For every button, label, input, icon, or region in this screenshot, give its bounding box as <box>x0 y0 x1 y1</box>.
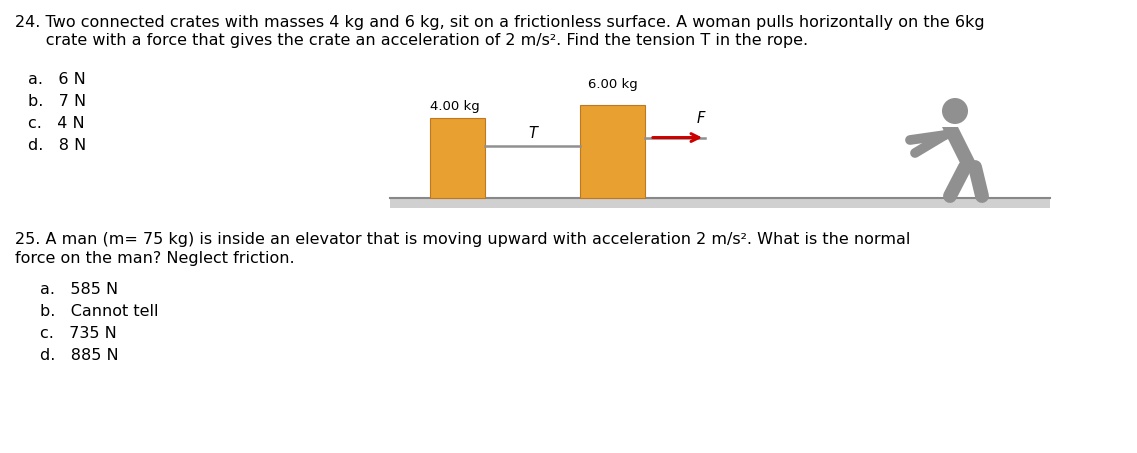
Text: a.   585 N: a. 585 N <box>40 282 118 297</box>
Text: 25. A man (m= 75 kg) is inside an elevator that is moving upward with accelerati: 25. A man (m= 75 kg) is inside an elevat… <box>15 232 911 247</box>
Bar <box>430 118 485 198</box>
Text: T: T <box>528 126 537 141</box>
Text: d.   885 N: d. 885 N <box>40 348 118 363</box>
Text: a.   6 N: a. 6 N <box>28 72 85 87</box>
Text: force on the man? Neglect friction.: force on the man? Neglect friction. <box>15 251 294 266</box>
Bar <box>580 105 645 198</box>
Text: c.   4 N: c. 4 N <box>28 116 84 131</box>
Text: 24. Two connected crates with masses 4 kg and 6 kg, sit on a frictionless surfac: 24. Two connected crates with masses 4 k… <box>15 15 985 30</box>
Bar <box>390 198 1049 208</box>
Text: b.   7 N: b. 7 N <box>28 94 86 109</box>
Text: c.   735 N: c. 735 N <box>40 326 117 341</box>
Text: F: F <box>697 111 705 125</box>
Text: 4.00 kg: 4.00 kg <box>430 100 480 113</box>
Circle shape <box>941 98 968 124</box>
Polygon shape <box>941 127 978 167</box>
Text: b.   Cannot tell: b. Cannot tell <box>40 304 158 319</box>
Text: d.   8 N: d. 8 N <box>28 138 86 153</box>
Text: 6.00 kg: 6.00 kg <box>588 78 638 91</box>
Text: crate with a force that gives the crate an acceleration of 2 m/s². Find the tens: crate with a force that gives the crate … <box>15 33 808 48</box>
